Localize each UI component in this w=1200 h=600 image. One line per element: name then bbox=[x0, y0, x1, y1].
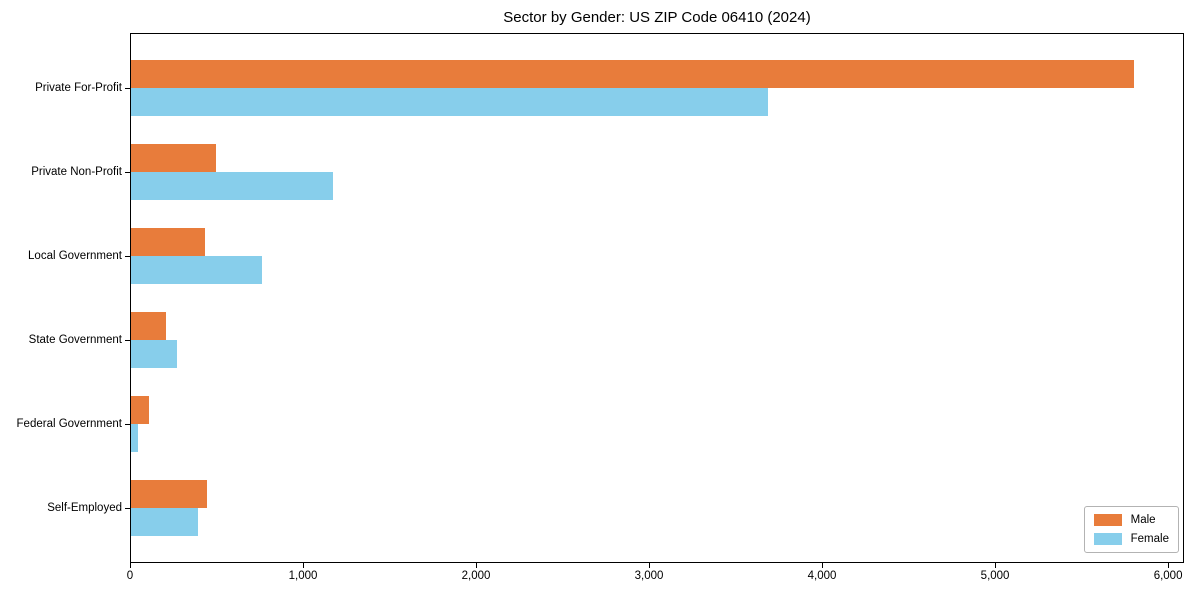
y-tick-mark bbox=[125, 171, 130, 173]
x-tick-mark bbox=[648, 563, 650, 568]
bar-female-self-employed bbox=[131, 507, 199, 536]
legend: Male Female bbox=[1083, 506, 1179, 553]
legend-label-female: Female bbox=[1130, 533, 1169, 545]
y-tick-label-private-for-profit: Private For-Profit bbox=[35, 82, 122, 94]
legend-swatch-female bbox=[1093, 533, 1122, 545]
x-tick-mark bbox=[994, 563, 996, 568]
y-tick-mark bbox=[125, 87, 130, 89]
x-tick-label-4-000: 4,000 bbox=[807, 570, 837, 582]
bar-male-self-employed bbox=[131, 479, 208, 508]
bar-male-local-government bbox=[131, 227, 206, 256]
y-tick-mark bbox=[125, 255, 130, 257]
x-tick-label-5-000: 5,000 bbox=[980, 570, 1010, 582]
legend-label-male: Male bbox=[1130, 514, 1156, 526]
plot-area: Male Female bbox=[130, 33, 1184, 563]
bar-male-private-for-profit bbox=[131, 59, 1135, 88]
x-tick-label-0: 0 bbox=[126, 570, 134, 582]
legend-item-female: Female bbox=[1093, 533, 1169, 545]
x-tick-mark bbox=[129, 563, 131, 568]
x-tick-label-3-000: 3,000 bbox=[634, 570, 664, 582]
y-tick-label-self-employed: Self-Employed bbox=[47, 502, 122, 514]
bar-male-federal-government bbox=[131, 395, 150, 424]
y-tick-label-state-government: State Government bbox=[28, 334, 122, 346]
bar-female-state-government bbox=[131, 339, 177, 368]
bar-male-private-non-profit bbox=[131, 143, 216, 172]
x-tick-mark bbox=[475, 563, 477, 568]
bar-female-private-for-profit bbox=[131, 87, 768, 116]
x-tick-mark bbox=[1167, 563, 1169, 568]
y-tick-mark bbox=[125, 507, 130, 509]
bar-female-federal-government bbox=[131, 423, 138, 452]
y-tick-label-local-government: Local Government bbox=[28, 250, 122, 262]
y-tick-mark bbox=[125, 339, 130, 341]
bar-female-local-government bbox=[131, 255, 263, 284]
x-tick-mark bbox=[821, 563, 823, 568]
bar-male-state-government bbox=[131, 311, 166, 340]
y-tick-mark bbox=[125, 423, 130, 425]
x-tick-label-1-000: 1,000 bbox=[288, 570, 318, 582]
chart-title: Sector by Gender: US ZIP Code 06410 (202… bbox=[503, 9, 811, 26]
bar-female-private-non-profit bbox=[131, 171, 334, 200]
x-tick-label-6-000: 6,000 bbox=[1153, 570, 1183, 582]
x-tick-mark bbox=[302, 563, 304, 568]
y-tick-label-private-non-profit: Private Non-Profit bbox=[31, 166, 122, 178]
y-tick-label-federal-government: Federal Government bbox=[16, 418, 122, 430]
legend-swatch-male bbox=[1093, 514, 1122, 526]
x-tick-label-2-000: 2,000 bbox=[461, 570, 491, 582]
legend-item-male: Male bbox=[1093, 514, 1169, 526]
